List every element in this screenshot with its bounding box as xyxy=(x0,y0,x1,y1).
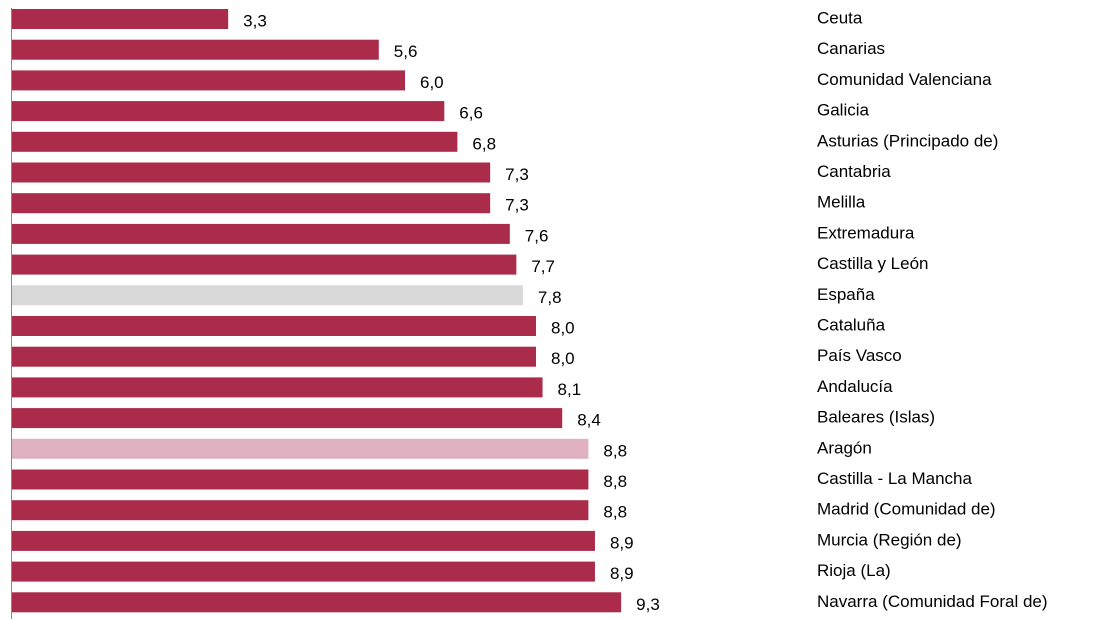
bar xyxy=(12,254,517,275)
value-label: 6,0 xyxy=(420,73,444,92)
value-label: 5,6 xyxy=(394,42,418,61)
value-label: 7,3 xyxy=(505,196,529,215)
bar xyxy=(12,101,445,122)
category-label: Canarias xyxy=(817,39,885,58)
value-label: 8,9 xyxy=(610,533,634,552)
category-label: Cataluña xyxy=(817,315,886,334)
bar xyxy=(12,377,543,398)
bar xyxy=(12,592,622,613)
value-label: 9,3 xyxy=(636,595,660,614)
value-label: 8,0 xyxy=(551,318,575,337)
category-label: Andalucía xyxy=(817,377,893,396)
value-label: 8,8 xyxy=(603,472,627,491)
category-label: Galicia xyxy=(817,101,870,120)
category-label: Baleares (Islas) xyxy=(817,408,935,427)
category-label: Aragón xyxy=(817,438,872,457)
value-label: 6,6 xyxy=(459,104,483,123)
category-label: Madrid (Comunidad de) xyxy=(817,500,996,519)
value-label: 8,9 xyxy=(610,564,634,583)
category-label: Asturias (Principado de) xyxy=(817,131,998,150)
bar xyxy=(12,438,589,459)
bar xyxy=(12,223,510,244)
bar xyxy=(12,408,563,429)
category-label: España xyxy=(817,285,875,304)
value-label: 8,1 xyxy=(558,380,582,399)
value-label: 7,7 xyxy=(531,257,555,276)
category-label: Extremadura xyxy=(817,223,915,242)
category-label: Navarra (Comunidad Foral de) xyxy=(817,592,1048,611)
category-label: Comunidad Valenciana xyxy=(817,70,992,89)
category-label: Melilla xyxy=(817,193,866,212)
category-label: Cantabria xyxy=(817,162,891,181)
value-label: 8,0 xyxy=(551,349,575,368)
bar xyxy=(12,285,523,306)
category-label: País Vasco xyxy=(817,346,902,365)
bar xyxy=(12,346,536,367)
value-label: 8,8 xyxy=(603,441,627,460)
category-label: Castilla - La Mancha xyxy=(817,469,973,488)
bar xyxy=(12,500,589,521)
bar xyxy=(12,162,491,183)
bar xyxy=(12,530,595,551)
bar xyxy=(12,316,536,336)
value-label: 7,3 xyxy=(505,165,529,184)
category-label: Murcia (Región de) xyxy=(817,530,962,549)
value-label: 7,8 xyxy=(538,288,562,307)
bar xyxy=(12,193,491,214)
value-label: 8,8 xyxy=(603,503,627,522)
bar xyxy=(12,70,405,91)
value-label: 3,3 xyxy=(243,11,267,30)
category-label: Castilla y León xyxy=(817,254,929,273)
bar xyxy=(12,469,589,490)
bar xyxy=(12,131,458,152)
value-label: 7,6 xyxy=(525,226,549,245)
bar xyxy=(12,9,229,29)
bar xyxy=(12,39,379,60)
value-label: 6,8 xyxy=(472,134,496,153)
bar xyxy=(12,561,595,582)
value-label: 8,4 xyxy=(577,411,601,430)
category-label: Ceuta xyxy=(817,8,863,27)
category-label: Rioja (La) xyxy=(817,561,891,580)
